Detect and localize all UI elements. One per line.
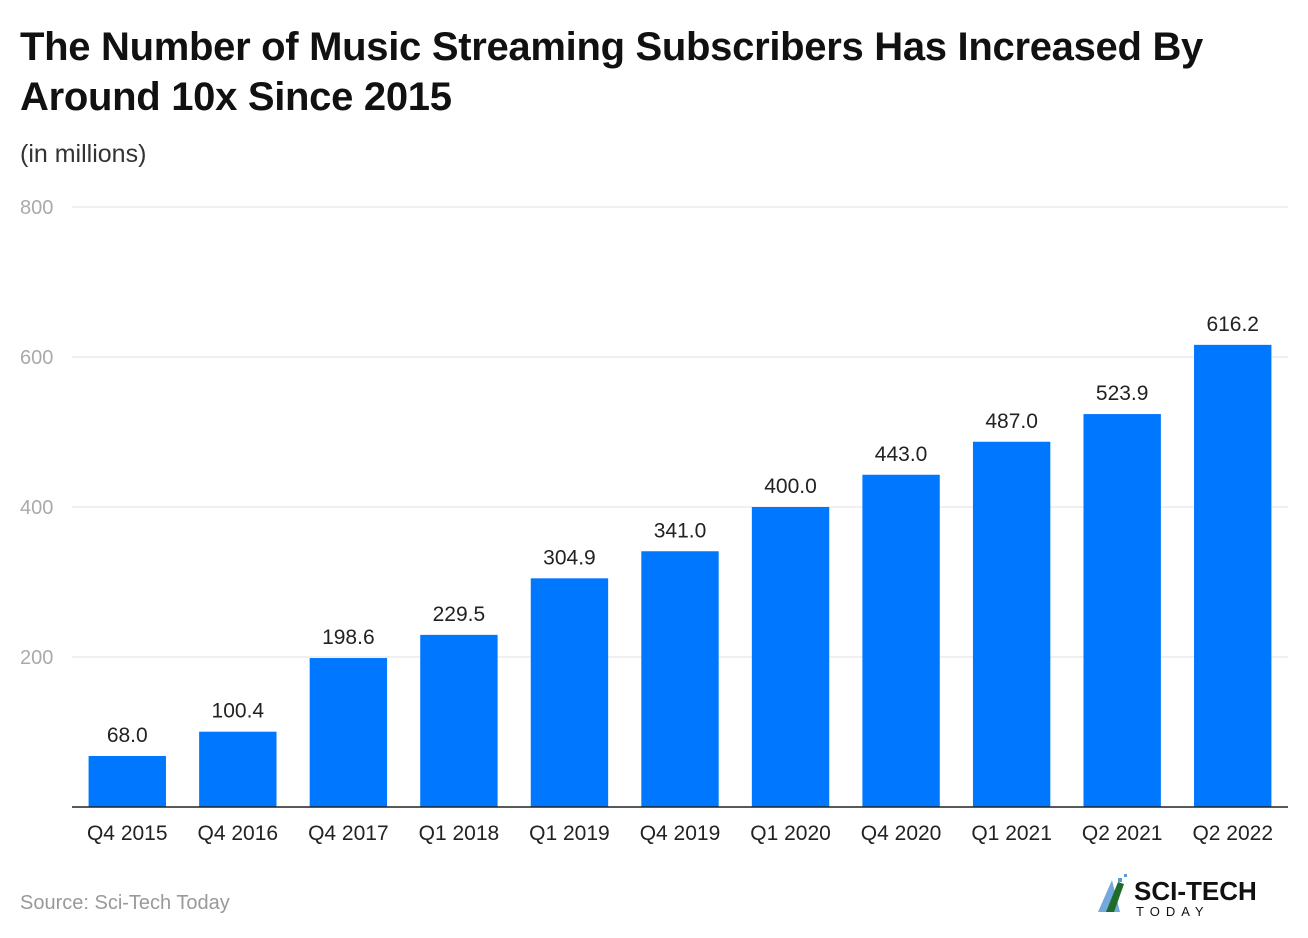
sci-tech-logo: SCI-TECH TODAY xyxy=(1098,874,1257,918)
bar xyxy=(88,756,166,807)
bar xyxy=(530,578,609,807)
svg-text:SCI-TECH: SCI-TECH xyxy=(1134,876,1257,906)
bar xyxy=(309,658,388,807)
bar xyxy=(1194,344,1272,807)
x-tick-label: Q4 2019 xyxy=(640,822,721,845)
bar xyxy=(1083,414,1161,807)
bar xyxy=(199,731,277,807)
y-tick-label: 800 xyxy=(20,197,53,219)
data-label: 443.0 xyxy=(875,443,928,466)
x-tick-label: Q1 2018 xyxy=(419,822,500,845)
x-tick-label: Q4 2016 xyxy=(198,822,279,845)
x-tick-label: Q1 2021 xyxy=(971,822,1052,845)
data-label: 229.5 xyxy=(433,603,486,626)
y-tick-label: 200 xyxy=(20,647,53,669)
y-tick-label: 600 xyxy=(20,347,53,369)
data-label: 68.0 xyxy=(107,724,148,747)
data-label: 100.4 xyxy=(212,700,265,723)
data-label: 304.9 xyxy=(543,546,596,569)
data-label: 523.9 xyxy=(1096,382,1149,405)
x-tick-label: Q2 2022 xyxy=(1192,822,1273,845)
x-tick-label: Q4 2017 xyxy=(308,822,389,845)
bar xyxy=(420,634,498,807)
data-label: 487.0 xyxy=(985,410,1038,433)
svg-text:TODAY: TODAY xyxy=(1136,904,1210,918)
data-label: 198.6 xyxy=(322,626,375,649)
x-tick-label: Q4 2015 xyxy=(87,822,168,845)
chart-subtitle: (in millions) xyxy=(20,140,147,168)
bar xyxy=(862,474,940,807)
bar-chart: 200 400 600 800 68.0 Q4 2015 100.4 Q4 2016 198.6… xyxy=(20,197,1288,845)
bar xyxy=(641,551,719,807)
bar xyxy=(972,441,1051,807)
x-tick-label: Q4 2020 xyxy=(861,822,942,845)
y-tick-label: 400 xyxy=(20,497,53,519)
chart-title: The Number of Music Streaming Subscriber… xyxy=(20,25,1203,119)
x-tick-label: Q1 2020 xyxy=(750,822,831,845)
data-label: 616.2 xyxy=(1206,313,1259,336)
bar xyxy=(751,507,830,807)
data-label: 341.0 xyxy=(654,519,707,542)
x-tick-label: Q1 2019 xyxy=(529,822,610,845)
data-label: 400.0 xyxy=(764,475,817,498)
source-note: Source: Sci-Tech Today xyxy=(20,892,230,914)
x-tick-label: Q2 2021 xyxy=(1082,822,1163,845)
